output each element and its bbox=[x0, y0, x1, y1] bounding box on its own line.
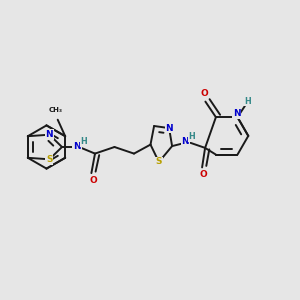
Text: S: S bbox=[46, 155, 52, 164]
Text: H: H bbox=[80, 137, 87, 146]
Text: O: O bbox=[200, 89, 208, 98]
Text: N: N bbox=[182, 136, 189, 146]
Text: CH₃: CH₃ bbox=[48, 107, 62, 113]
Text: N: N bbox=[46, 130, 53, 139]
Text: H: H bbox=[188, 132, 195, 141]
Text: O: O bbox=[200, 170, 207, 179]
Text: H: H bbox=[244, 97, 251, 106]
Text: N: N bbox=[73, 142, 81, 151]
Text: N: N bbox=[165, 124, 173, 133]
Text: S: S bbox=[156, 158, 162, 166]
Text: O: O bbox=[89, 176, 97, 185]
Text: N: N bbox=[233, 109, 241, 118]
